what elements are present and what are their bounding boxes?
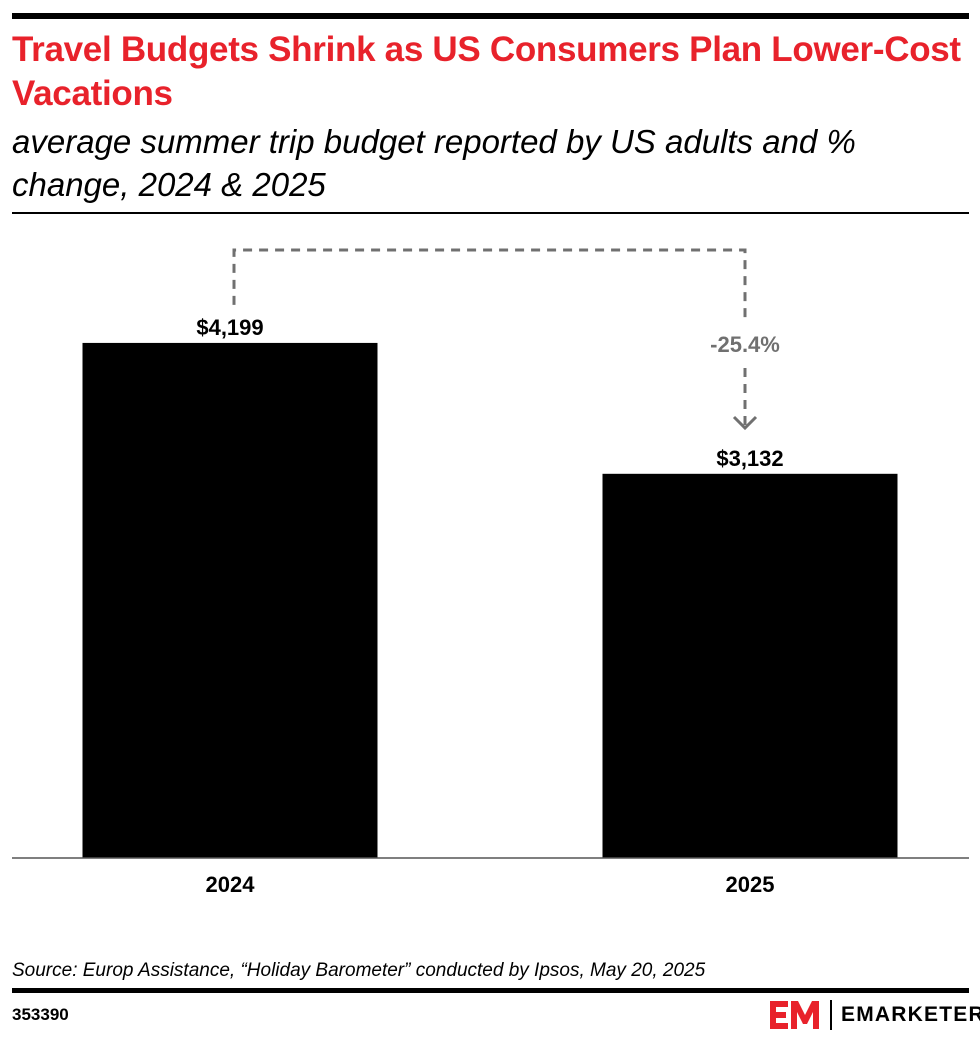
source-note: Source: Europ Assistance, “Holiday Barom… [12, 960, 706, 981]
x-tick-label: 2025 [726, 872, 775, 897]
percent-change-label: -25.4% [710, 332, 780, 357]
bar-value-label: $4,199 [196, 315, 263, 340]
logo-wordmark: EMARKETER [841, 1003, 980, 1026]
em-logo-icon [770, 999, 820, 1031]
logo-divider [830, 1000, 832, 1030]
bar-2024 [82, 342, 378, 858]
down-arrow-icon [732, 415, 758, 431]
emarketer-logo: EMARKETER [770, 997, 980, 1033]
bar-2025 [602, 473, 898, 858]
chart-id: 353390 [12, 1005, 69, 1024]
chart-title: Travel Budgets Shrink as US Consumers Pl… [12, 30, 961, 113]
x-tick-label: 2024 [206, 872, 256, 897]
top-rule [12, 13, 969, 19]
header-rule [12, 212, 969, 214]
bottom-rule [12, 988, 969, 993]
bar-value-label: $3,132 [716, 446, 783, 471]
chart-subtitle: average summer trip budget reported by U… [12, 123, 856, 203]
change-bracket-line [232, 248, 747, 318]
